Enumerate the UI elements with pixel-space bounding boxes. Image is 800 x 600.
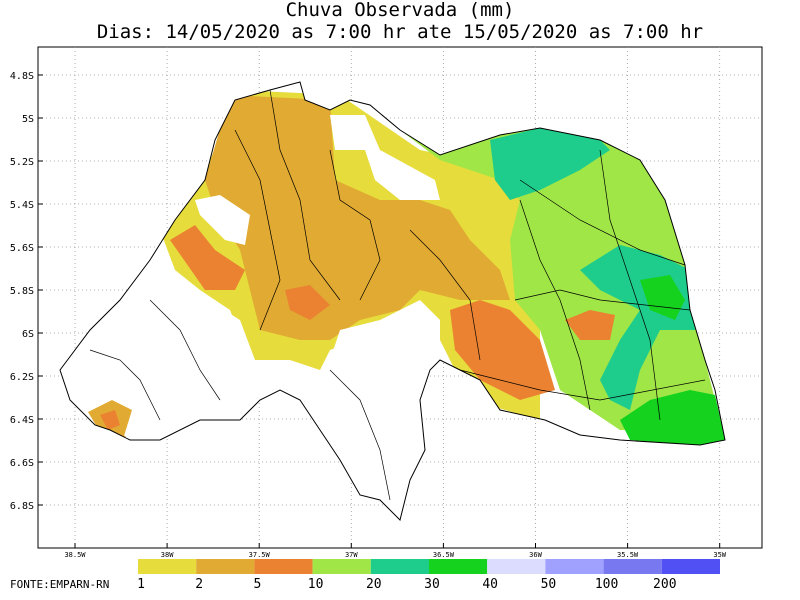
rain-30-40 [640, 275, 685, 320]
municipal-boundaries [89, 89, 706, 501]
lat-label: 6.8S [10, 501, 34, 512]
rain-5-10 [565, 310, 615, 340]
no-rain [60, 260, 255, 440]
legend-label: 10 [308, 577, 324, 592]
legend-label: 1 [137, 577, 145, 592]
legend-swatch [487, 559, 546, 574]
legend-swatch [603, 559, 662, 574]
rain-2-5 [205, 95, 510, 340]
rain-field [60, 82, 725, 520]
lon-label: 38.5W [64, 551, 86, 559]
rain-20-30 [490, 128, 610, 200]
no-rain [195, 195, 250, 245]
legend-swatch [661, 559, 720, 574]
lon-label: 37.5W [249, 551, 271, 559]
source: FONTE:EMPARN-RN [10, 578, 109, 591]
rain-30-40 [620, 390, 725, 445]
legend-label: 20 [366, 577, 382, 592]
legend-swatch [196, 559, 255, 574]
rain-5-10 [170, 225, 245, 290]
lat-label: 6.2S [10, 372, 34, 383]
no-rain [320, 300, 440, 520]
lat-label: 5.8S [10, 286, 34, 297]
lon-label: 38W [161, 551, 174, 559]
legend-label: 2 [195, 577, 203, 592]
rain-5-10 [100, 410, 120, 430]
legend-swatch [254, 559, 313, 574]
lon-label: 35W [713, 551, 726, 559]
lat-label: 5.6S [10, 243, 34, 254]
lon-label: 37W [345, 551, 358, 559]
lon-label: 35.5W [617, 551, 639, 559]
map-frame [37, 46, 763, 549]
legend-swatch [545, 559, 604, 574]
lat-label: 6S [22, 329, 34, 340]
legend-swatch [370, 559, 429, 574]
subtitle: Dias: 14/05/2020 as 7:00 hr ate 15/05/20… [97, 21, 703, 43]
lat-label: 5S [22, 114, 34, 125]
lon-label: 36.5W [433, 551, 455, 559]
legend-label: 200 [653, 577, 676, 592]
lat-label: 6.4S [10, 415, 34, 426]
legend-label: 50 [541, 577, 557, 592]
legend: 1 2 5 10 20 30 40 50 100 200 [137, 559, 720, 592]
legend-swatch [429, 559, 488, 574]
lat-label: 4.8S [10, 71, 34, 82]
lat-label: 6.6S [10, 458, 34, 469]
rain-5-10 [285, 285, 330, 320]
rain-5-10 [450, 300, 555, 400]
lat-label: 5.2S [10, 157, 34, 168]
legend-label: 100 [595, 577, 618, 592]
title: Chuva Observada (mm) [286, 0, 515, 21]
legend-label: 40 [482, 577, 498, 592]
legend-swatch [138, 559, 197, 574]
lat-label: 5.4S [10, 200, 34, 211]
lon-label: 36W [529, 551, 542, 559]
legend-label: 30 [424, 577, 440, 592]
legend-label: 5 [253, 577, 261, 592]
no-rain [330, 115, 440, 200]
legend-swatch [312, 559, 371, 574]
